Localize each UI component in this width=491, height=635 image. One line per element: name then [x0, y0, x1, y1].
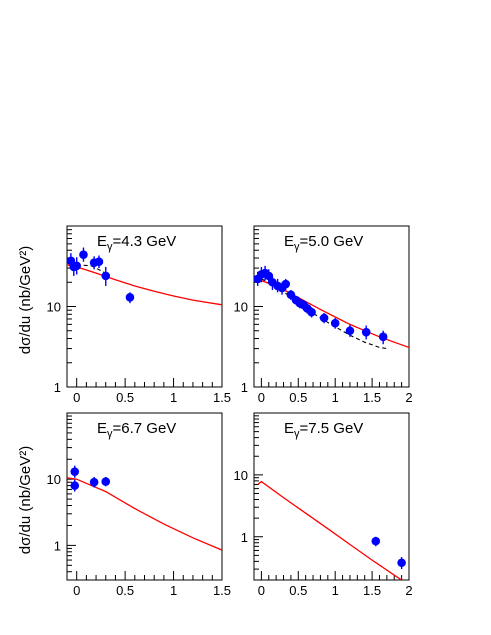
panel-3: 0 0.5 1 1.5 1 10 Eγ=6.7 GeV: [47, 412, 231, 598]
data-point: [397, 558, 406, 568]
panel-title-subscript: γ: [294, 428, 300, 440]
panel-title-rest: =6.7 GeV: [113, 420, 177, 437]
data-point: [281, 279, 291, 289]
x-tick-label: 0: [258, 390, 265, 405]
panel-2: 0 0.5 1 1.5 2 1 10 Eγ=5.0 GeV: [234, 225, 413, 405]
solid-model-curve: [67, 264, 222, 306]
curves: [67, 264, 222, 306]
panel-title-rest: =4.3 GeV: [113, 233, 177, 250]
x-tick-label: 2: [405, 583, 412, 598]
panel-title-subscript: γ: [107, 428, 113, 440]
x-tick-label: 1.5: [363, 583, 381, 598]
y-tick-label: 10: [47, 472, 61, 487]
panel-title-main: E: [284, 233, 294, 250]
panel-title-rest: =5.0 GeV: [300, 233, 364, 250]
x-tick-label: 0: [73, 583, 80, 598]
panel-title-rest: =7.5 GeV: [300, 420, 364, 437]
y-tick-label: 10: [234, 300, 248, 315]
x-tick-label: 1.5: [363, 390, 381, 405]
panel-4: 0 0.5 1 1.5 2 1 10 Eγ=7.5 GeV: [234, 412, 413, 598]
data-point: [70, 481, 80, 490]
panel-title-subscript: γ: [107, 241, 113, 253]
panel-title-main: E: [97, 420, 107, 437]
panel-title: Eγ=7.5 GeV: [284, 420, 363, 440]
data-point: [264, 271, 274, 281]
x-tick-label: 0.5: [289, 390, 307, 405]
data-point: [345, 326, 355, 336]
y-tick-label: 1: [241, 380, 248, 395]
y-axis-label-bottom: dσ/du (nb/GeV²): [17, 446, 34, 554]
solid-model-curve: [67, 477, 222, 551]
data-points: [371, 536, 406, 570]
x-tick-label: 0.5: [289, 583, 307, 598]
panel-title-main: E: [284, 420, 294, 437]
data-point: [89, 477, 99, 487]
curves: [67, 477, 222, 551]
data-point: [330, 318, 340, 328]
data-point: [319, 313, 329, 323]
x-tick-label: 1: [332, 583, 339, 598]
curves: [257, 480, 402, 580]
data-point: [70, 467, 80, 476]
panel-frame: [253, 412, 410, 581]
data-points: [66, 247, 135, 304]
x-tick-label: 1: [170, 390, 177, 405]
y-tick-label: 1: [54, 538, 61, 553]
panel-title-main: E: [97, 233, 107, 250]
panel-frame: [66, 225, 223, 388]
data-points: [253, 265, 388, 345]
data-point: [371, 536, 381, 546]
data-point: [101, 271, 111, 281]
data-point: [94, 257, 104, 267]
panel-1: 0 0.5 1 1.5 1 10 Eγ=4.3 GeV: [47, 225, 231, 405]
data-point: [72, 261, 81, 271]
panel-title-subscript: γ: [294, 241, 300, 253]
data-point: [361, 327, 371, 337]
data-points: [70, 465, 111, 492]
y-tick-label: 10: [234, 468, 248, 483]
panel-title: Eγ=6.7 GeV: [97, 420, 176, 440]
dashed-model-curve: [261, 278, 387, 350]
y-tick-label: 1: [54, 380, 61, 395]
solid-model-curve: [257, 480, 402, 580]
x-tick-label: 1: [332, 390, 339, 405]
panel-frame: [253, 225, 410, 388]
y-axis-label-top: dσ/du (nb/GeV²): [17, 246, 34, 354]
data-point: [286, 290, 296, 300]
panel-title: Eγ=4.3 GeV: [97, 233, 176, 253]
x-tick-label: 1.5: [213, 390, 231, 405]
panel-frame: [66, 412, 223, 581]
x-tick-label: 1.5: [213, 583, 231, 598]
x-tick-label: 0: [258, 583, 265, 598]
data-point: [125, 293, 135, 302]
y-tick-label: 1: [241, 530, 248, 545]
y-tick-label: 10: [47, 300, 61, 315]
data-point: [307, 307, 316, 317]
x-tick-label: 0.5: [116, 390, 134, 405]
x-tick-label: 1: [170, 583, 177, 598]
data-point: [101, 477, 111, 486]
data-point: [378, 332, 388, 342]
x-tick-label: 0.5: [116, 583, 134, 598]
x-tick-label: 0: [73, 390, 80, 405]
panel-title: Eγ=5.0 GeV: [284, 233, 363, 253]
x-tick-label: 2: [405, 390, 412, 405]
data-point: [79, 250, 88, 260]
